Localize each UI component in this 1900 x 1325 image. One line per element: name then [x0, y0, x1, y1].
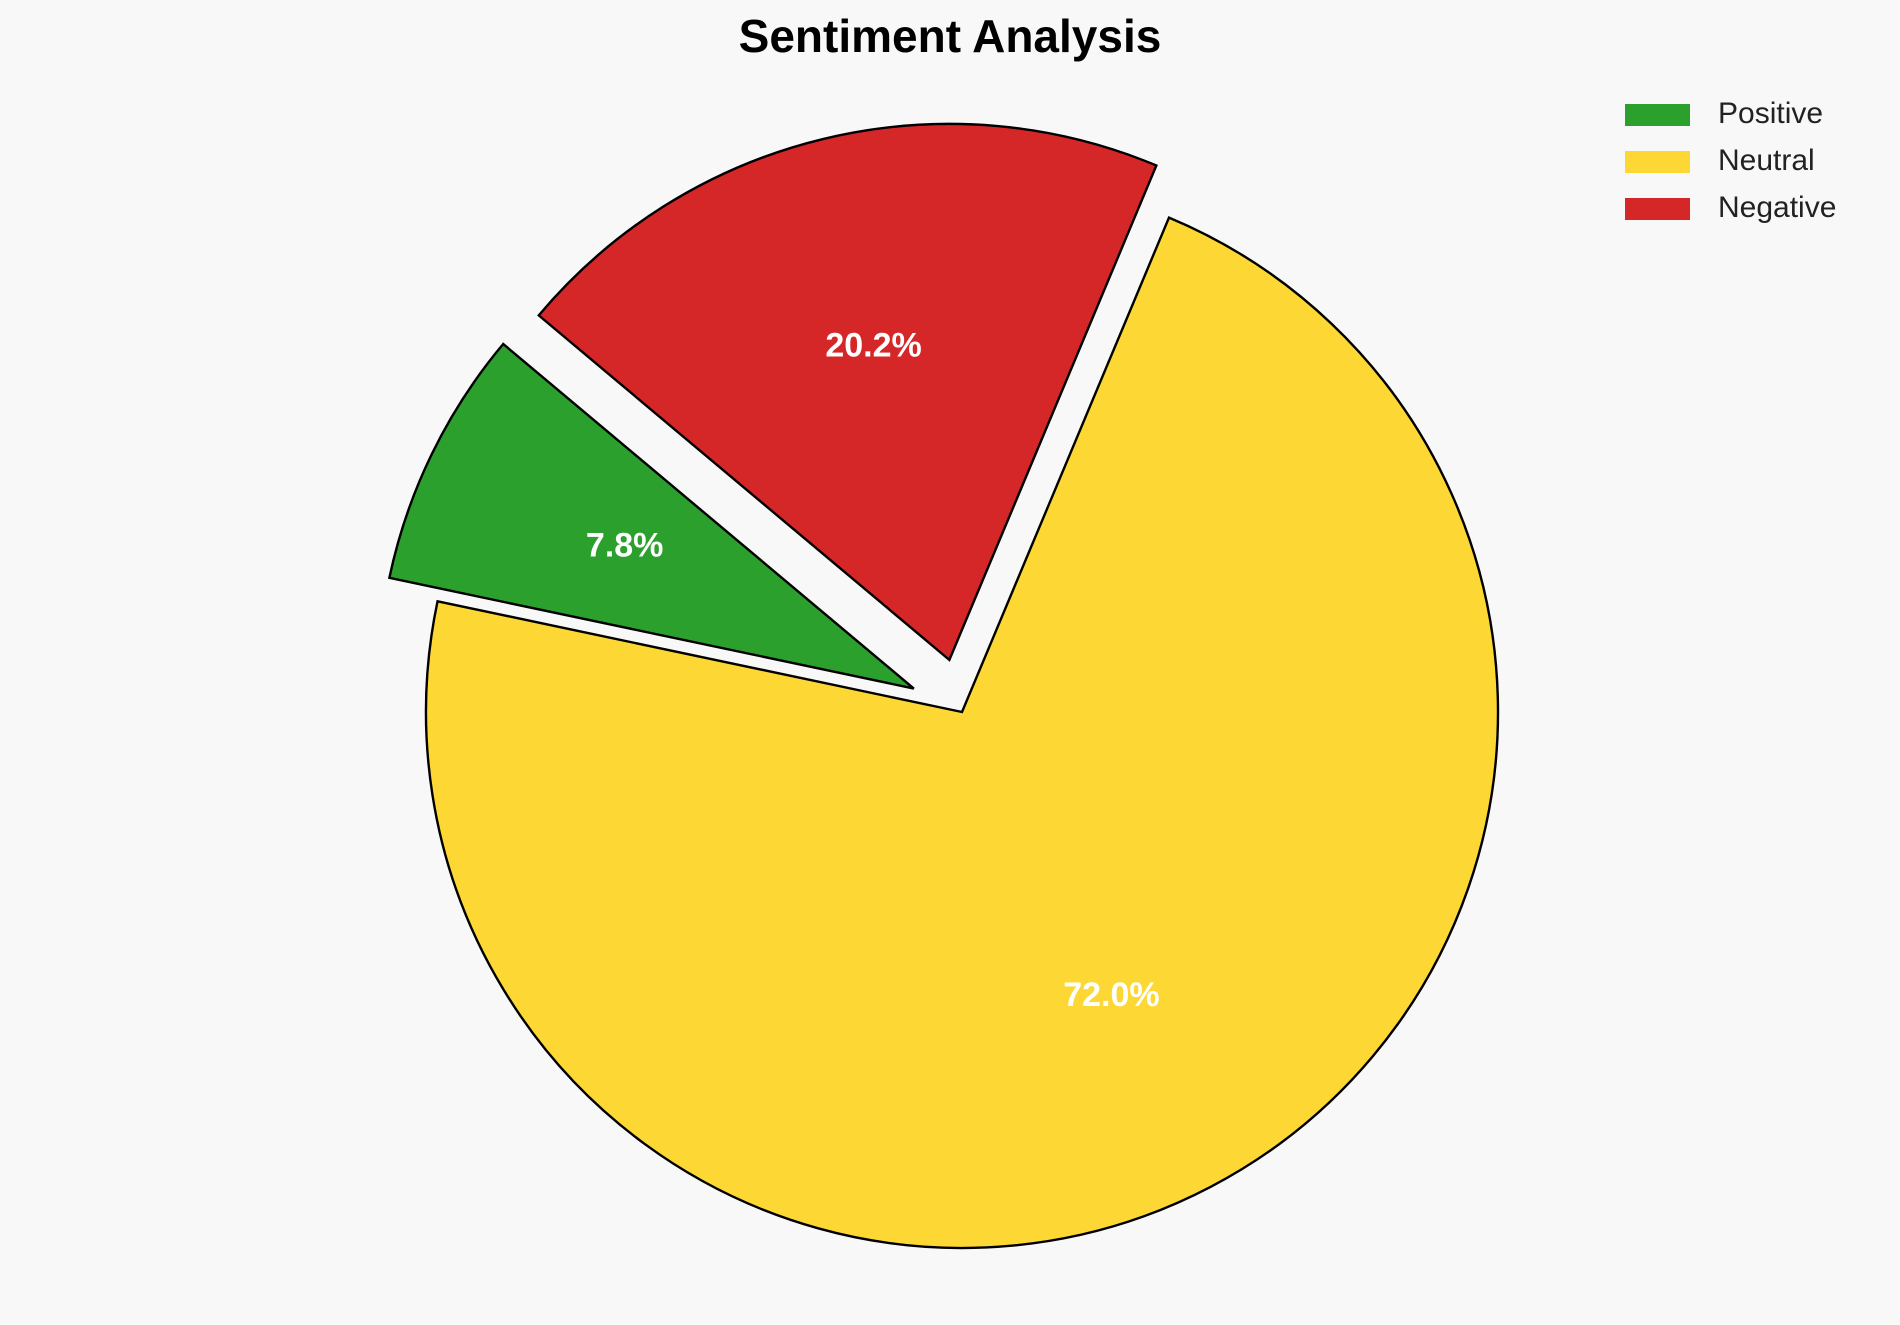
legend-label: Negative: [1718, 191, 1836, 224]
slice-label: 20.2%: [825, 326, 921, 364]
legend-label: Neutral: [1718, 144, 1815, 177]
legend-swatch: [1625, 151, 1690, 173]
pie-slice: [537, 122, 1158, 662]
pie-slice: [387, 342, 915, 690]
legend-label: Positive: [1718, 97, 1823, 130]
slice-label: 7.8%: [586, 527, 664, 565]
slice-label: 72.0%: [1063, 976, 1159, 1014]
chart-title: Sentiment Analysis: [739, 10, 1162, 62]
legend-swatch: [1625, 198, 1690, 220]
legend-swatch: [1625, 104, 1690, 126]
pie-slice: [424, 216, 1500, 1250]
